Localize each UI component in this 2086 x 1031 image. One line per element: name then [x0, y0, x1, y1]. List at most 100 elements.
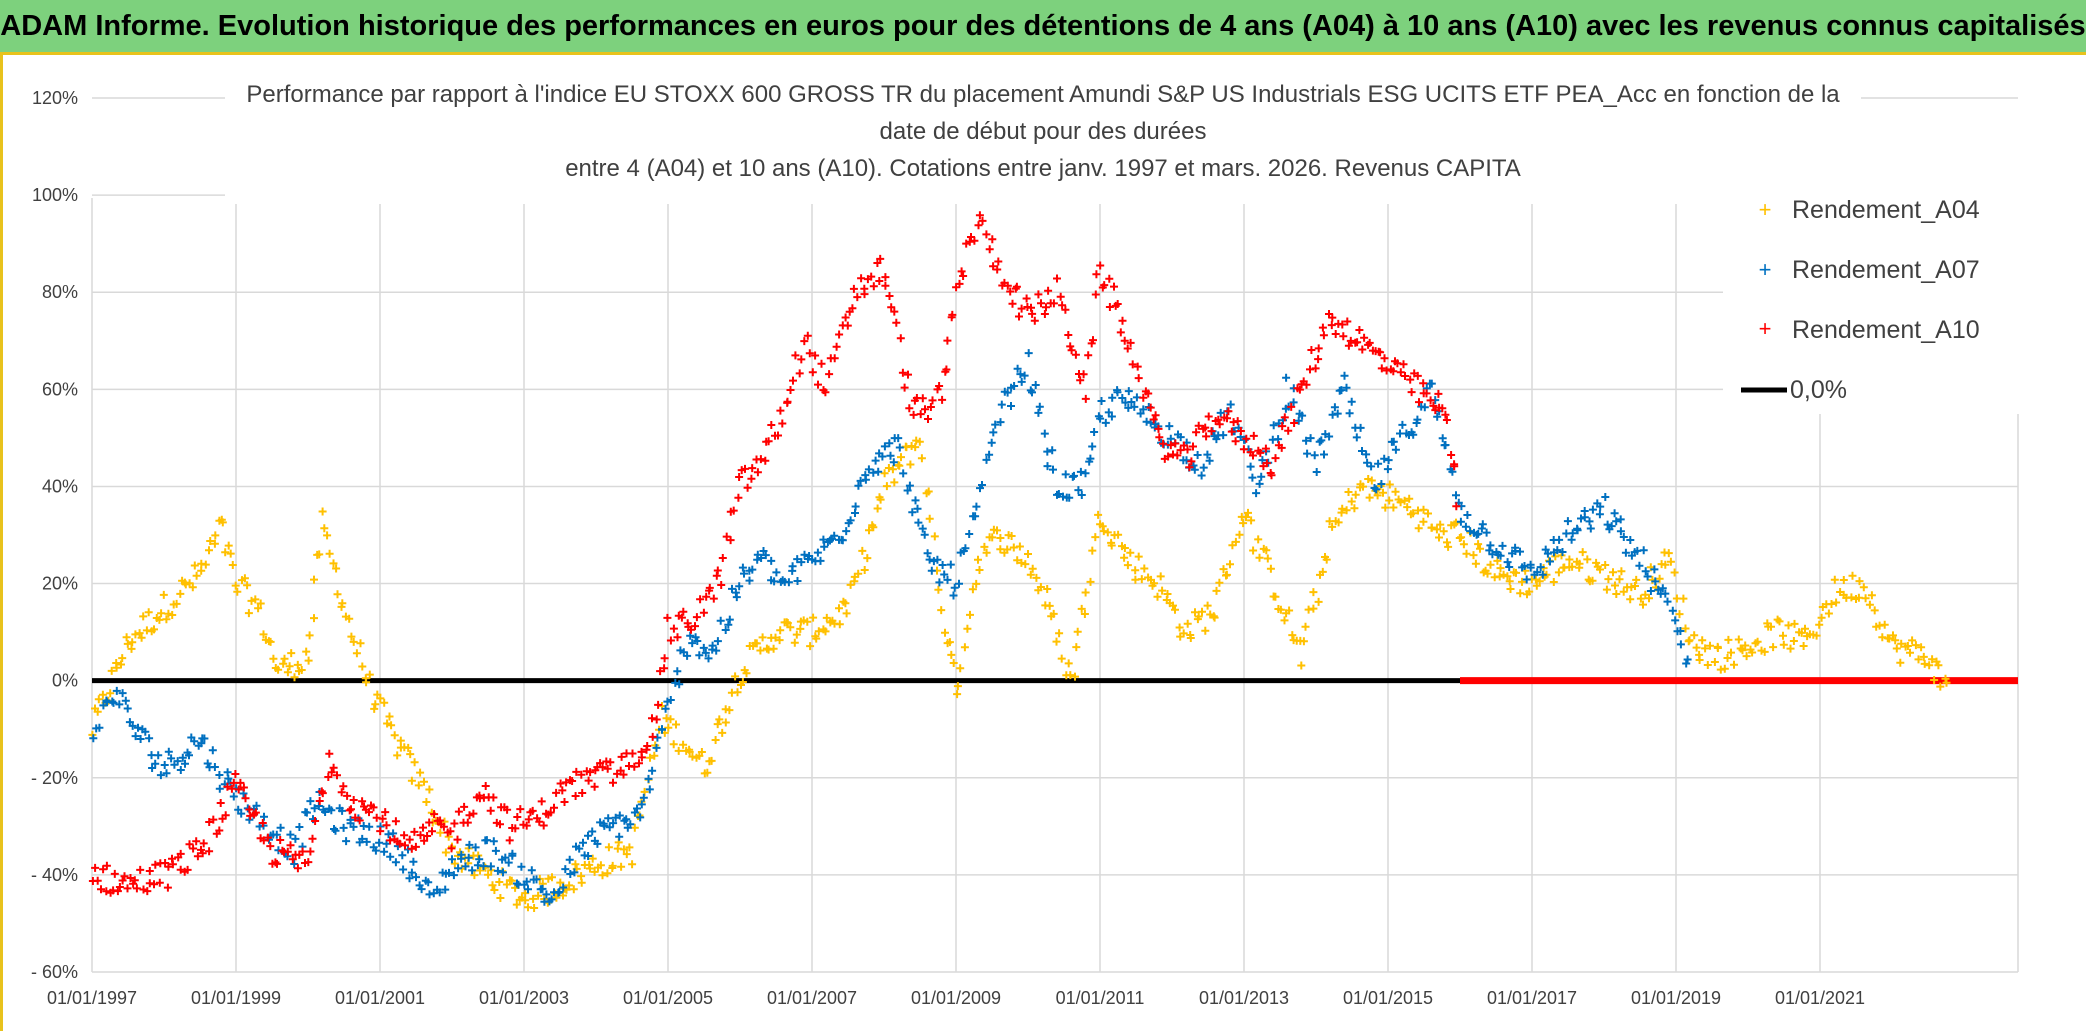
data-point: [1070, 471, 1078, 480]
data-point: [1616, 515, 1625, 524]
data-point: [376, 827, 385, 836]
data-point: [1224, 407, 1233, 416]
data-point: [854, 569, 863, 578]
data-point: [1376, 348, 1385, 357]
data-point: [1266, 564, 1275, 573]
data-point: [775, 636, 784, 645]
data-point: [718, 554, 727, 562]
data-point: [123, 704, 132, 713]
data-point: [726, 536, 735, 545]
data-point: [126, 874, 135, 882]
data-point: [890, 307, 899, 316]
data-point: [1028, 309, 1037, 318]
data-point: [1150, 579, 1158, 588]
data-point: [1301, 622, 1310, 631]
x-tick-label: 01/01/2001: [335, 988, 425, 1008]
data-point: [420, 836, 429, 845]
data-point: [524, 885, 532, 894]
data-point: [1126, 338, 1135, 347]
data-point: [1353, 338, 1362, 347]
data-point: [481, 782, 490, 790]
data-point: [297, 666, 306, 674]
data-point: [542, 890, 551, 899]
data-point: [370, 704, 379, 713]
data-point: [699, 643, 708, 652]
data-point: [880, 469, 889, 478]
data-point: [1495, 572, 1504, 581]
data-point: [1289, 398, 1298, 407]
data-point: [547, 895, 556, 904]
data-point: [949, 591, 958, 600]
data-point: [1091, 290, 1100, 299]
data-point: [1551, 552, 1560, 561]
data-point: [338, 599, 347, 608]
data-point: [1538, 570, 1547, 579]
data-point: [615, 832, 624, 841]
data-point: [1035, 402, 1044, 411]
data-point: [1439, 527, 1448, 536]
data-point: [1456, 517, 1465, 526]
data-point: [1596, 565, 1604, 574]
data-point: [258, 819, 267, 827]
data-point: [1199, 463, 1208, 472]
data-point: [1612, 517, 1621, 526]
data-point: [1269, 421, 1278, 430]
data-point: [1496, 564, 1505, 573]
data-point: [151, 860, 160, 869]
data-point: [1134, 552, 1143, 561]
data-point: [1452, 502, 1461, 511]
data-point: [527, 866, 536, 875]
data-point: [252, 801, 261, 810]
data-point: [666, 696, 675, 704]
data-point: [660, 654, 669, 663]
data-point: [906, 460, 915, 469]
data-point: [1639, 600, 1647, 609]
data-point: [1175, 623, 1184, 632]
data-point: [1049, 299, 1058, 308]
data-point: [1295, 385, 1304, 394]
data-point: [172, 599, 181, 608]
data-point: [1201, 423, 1210, 432]
data-point: [1239, 519, 1248, 528]
data-point: [628, 860, 637, 869]
data-point: [1118, 394, 1127, 402]
data-point: [192, 571, 201, 580]
data-point: [1654, 585, 1663, 594]
data-point: [854, 481, 863, 490]
data-point: [772, 568, 781, 577]
data-point: [1632, 575, 1641, 584]
data-point: [468, 866, 477, 875]
data-point: [628, 749, 637, 758]
data-point: [237, 809, 246, 818]
data-point: [1223, 414, 1231, 423]
data-point: [1627, 583, 1636, 592]
data-point: [159, 590, 168, 599]
data-point: [102, 887, 111, 896]
data-point: [148, 764, 157, 772]
data-point: [861, 475, 870, 484]
data-point: [1443, 538, 1451, 547]
data-point: [134, 723, 142, 732]
data-point: [1081, 588, 1090, 597]
data-point: [982, 230, 991, 239]
data-point: [1113, 388, 1122, 397]
data-point: [709, 594, 718, 603]
data-point: [1028, 564, 1037, 573]
data-point: [892, 318, 901, 327]
data-point: [1338, 320, 1347, 329]
data-point: [994, 257, 1003, 266]
data-point: [566, 870, 575, 878]
data-point: [393, 751, 402, 760]
data-point: [925, 514, 934, 523]
data-point: [1325, 432, 1334, 441]
data-point: [304, 858, 313, 867]
data-point: [975, 566, 984, 574]
data-point: [156, 771, 165, 780]
data-point: [821, 627, 830, 636]
data-point: [586, 768, 595, 777]
data-point: [588, 827, 597, 836]
data-point: [112, 686, 121, 695]
data-point: [522, 877, 531, 886]
data-point: [926, 403, 935, 411]
data-point: [996, 418, 1005, 427]
